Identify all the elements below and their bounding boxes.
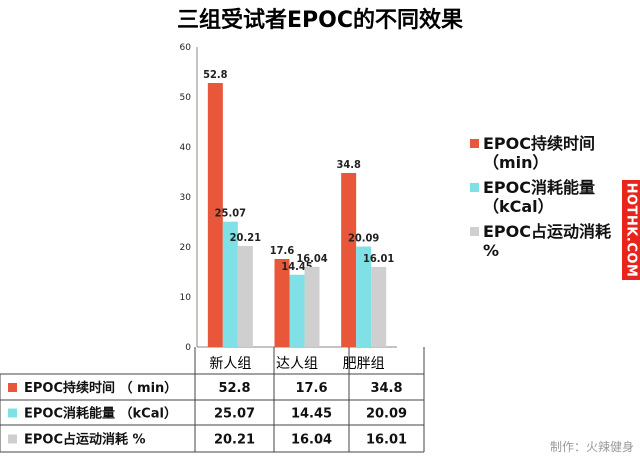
table-swatch: [8, 383, 17, 392]
bar: [207, 83, 223, 347]
legend-label-unit: %: [483, 241, 499, 260]
table-cell: 20.21: [214, 433, 255, 448]
bar: [237, 245, 253, 347]
watermark-background: [622, 180, 640, 280]
data-label: 17.6: [270, 244, 295, 257]
y-tick-label: 60: [180, 43, 192, 53]
table-cell: 16.01: [366, 433, 407, 448]
y-tick-label: 20: [180, 243, 192, 253]
table-row-label: EPOC占运动消耗 %: [24, 432, 146, 448]
data-label: 25.07: [215, 207, 246, 220]
y-tick-label: 10: [180, 293, 192, 303]
bar: [341, 173, 357, 347]
legend-label: EPOC持续时间: [483, 134, 595, 153]
table-cell: 17.6: [295, 381, 327, 396]
data-label: 16.01: [363, 252, 394, 265]
y-tick-label: 30: [180, 193, 192, 203]
y-tick-label: 40: [180, 143, 192, 153]
legend-label-unit: （min）: [483, 153, 549, 172]
table-cell: 34.8: [370, 381, 402, 396]
bar: [356, 246, 372, 347]
legend-label: EPOC占运动消耗: [483, 222, 611, 241]
legend-swatch: [470, 227, 479, 236]
bar: [274, 259, 290, 347]
data-label: 20.09: [348, 232, 379, 245]
table-row-label: EPOC持续时间 （ min）: [24, 380, 177, 396]
table-swatch: [8, 408, 17, 418]
data-label: 16.04: [296, 252, 327, 265]
category-label: 肥胖组: [343, 356, 385, 372]
table-cell: 14.45: [291, 407, 332, 422]
legend-label: EPOC消耗能量: [483, 178, 595, 197]
data-label: 20.21: [230, 231, 261, 244]
chart-title: 三组受试者EPOC的不同效果: [177, 7, 463, 33]
table-cell: 16.04: [291, 433, 332, 448]
y-tick-label: 0: [185, 343, 191, 353]
y-tick-label: 50: [180, 93, 192, 103]
data-table: EPOC持续时间 （ min） 52.8 17.6 34.8 EPOC消耗能量 （kCa…: [0, 347, 425, 453]
watermark-text: HOTHK.COM: [624, 183, 639, 278]
bars: 52.825.0720.2117.614.4516.0434.820.0916.…: [203, 68, 394, 347]
table-cell: 52.8: [218, 381, 250, 396]
legend-swatch: [470, 139, 479, 148]
legend: EPOC持续时间（min） EPOC消耗能量（kCal） EPOC占运动消耗%: [470, 134, 611, 260]
category-labels: 新人组 达人组 肥胖组: [209, 356, 384, 372]
table-row-label: EPOC消耗能量 （kCal）: [24, 406, 177, 422]
watermark: HOTHK.COM: [622, 180, 640, 280]
table-swatch: [8, 434, 17, 444]
table-cell: 20.09: [366, 407, 407, 422]
bar: [371, 266, 387, 347]
bar: [222, 221, 238, 347]
bar: [304, 266, 320, 347]
legend-label-unit: （kCal）: [483, 197, 554, 216]
category-label: 达人组: [276, 356, 318, 372]
data-label: 34.8: [336, 158, 361, 171]
bar: [289, 274, 305, 347]
data-label: 52.8: [203, 68, 228, 81]
table-cell: 25.07: [214, 407, 255, 422]
legend-swatch: [470, 183, 479, 192]
credit-text: 制作：火辣健身: [550, 439, 634, 454]
category-label: 新人组: [209, 356, 251, 372]
